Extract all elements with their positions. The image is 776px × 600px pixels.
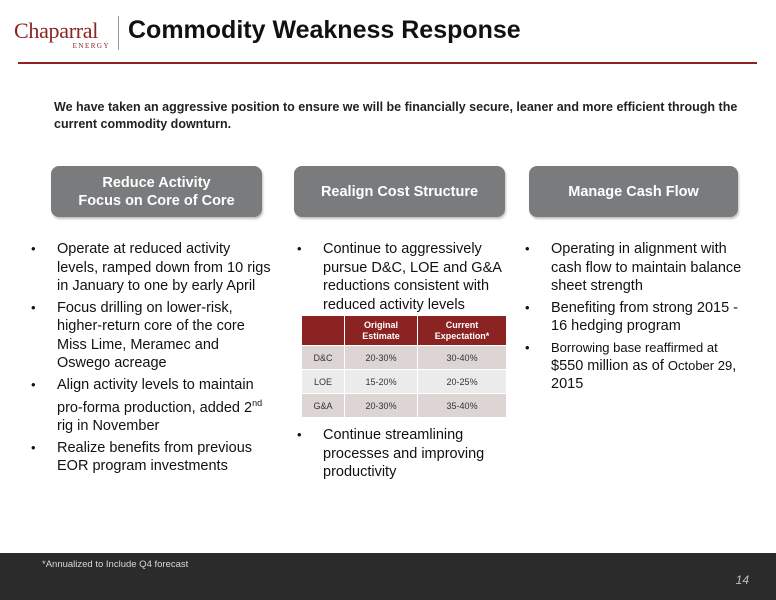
realign-cost-list: • Continue to aggressively pursue D&C, LO… [297,240,513,317]
intro-text: We have taken an aggressive position to … [54,100,738,131]
cost-reduction-table: Original Estimate Current Expectation* D… [302,316,506,417]
bullet-icon: • [297,427,302,442]
table-row: LOE 15-20% 20-25% [302,369,506,394]
table-cell: 20-25% [417,369,506,394]
table-header-row: Original Estimate Current Expectation* [302,316,506,346]
bullet-icon: • [31,376,36,392]
bullet-icon: • [525,299,530,315]
bullet-icon: • [525,241,530,256]
list-item: • Realize benefits from previous EOR prog… [31,439,253,475]
pillar-title: Reduce Activity [102,174,211,191]
logo-wordmark: Chaparral [14,18,99,43]
table-header-current: Current Expectation* [417,316,506,346]
list-item: • Focus drilling on lower-risk, higher-re… [31,299,245,372]
pillar-subtitle: Focus on Core of Core [78,192,235,209]
table-cell: 20-30% [344,393,419,417]
title-divider [118,16,119,50]
table-row-label: G&A [302,393,345,417]
bullet-icon: • [297,241,302,256]
table-row: G&A 20-30% 35-40% [302,393,506,417]
pillar-manage-cash: Manage Cash Flow [529,166,738,217]
list-item: • Align activity levels to maintain pro-f… [31,376,263,435]
logo-subtitle: ENERGY [72,42,110,50]
list-item: • Borrowing base reaffirmed at $550 milli… [525,339,737,392]
page-number: 14 [735,573,749,587]
pillar-reduce-activity: Reduce Activity Focus on Core of Core [51,166,262,217]
list-item: • Operate at reduced activity levels, ram… [31,241,271,294]
pillar-realign-cost: Realign Cost Structure [294,166,505,217]
title-rule [18,62,757,64]
table-cell: 15-20% [344,369,419,394]
table-cell: 35-40% [417,393,506,417]
manage-cash-list: • Operating in alignment with cash flow t… [525,240,747,396]
bullet-icon: • [31,439,36,455]
footnote: *Annualized to Include Q4 forecast [42,559,189,570]
table-header-original: Original Estimate [344,316,419,346]
realign-cost-list-continued: • Continue streamlining processes and imp… [297,426,513,485]
table-cell: 20-30% [344,345,419,370]
table-cell: 30-40% [417,345,506,370]
bullet-icon: • [31,241,36,256]
footer-bar [0,553,776,600]
pillar-title: Manage Cash Flow [568,183,699,200]
reduce-activity-list: • Operate at reduced activity levels, ram… [31,240,271,479]
company-logo: Chaparral ENERGY [14,18,114,52]
list-item: • Benefiting from strong 2015 - 16 hedgin… [525,299,738,335]
pillar-title: Realign Cost Structure [320,183,479,200]
bullet-icon: • [31,299,36,315]
list-item: • Operating in alignment with cash flow t… [525,241,742,294]
table-row-label: LOE [302,369,345,394]
list-item: • Continue streamlining processes and imp… [297,427,485,480]
table-row-label: D&C [302,345,345,370]
slide-title: Commodity Weakness Response [128,16,521,44]
list-item: • Continue to aggressively pursue D&C, LO… [297,241,502,313]
table-header-blank [302,316,345,346]
table-row: D&C 20-30% 30-40% [302,345,506,370]
bullet-icon: • [525,339,530,355]
